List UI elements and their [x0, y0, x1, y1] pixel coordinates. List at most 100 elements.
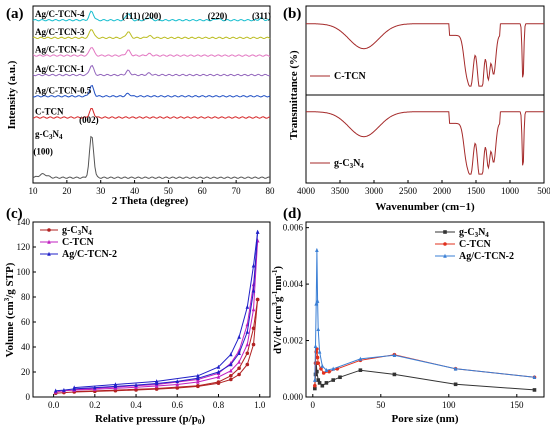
panel-a-xtick-label: 30 [96, 186, 106, 196]
panel-a-xticks: 10 20 30 40 50 60 70 80 [29, 180, 276, 196]
panel-a-annotation: (002) [79, 115, 99, 125]
panel-a-series-ag-c-tcn-1-curve [32, 64, 271, 77]
panel-d-series-ag-c-tcn-2-marker [453, 366, 458, 371]
panel-c-series-ag-c-tcn-2-marker [134, 382, 138, 387]
panel-b-ylabel: Transmittance (%) [288, 50, 300, 140]
panel-d-series-c-tcn-marker [315, 355, 320, 360]
panel-c-series-g-c3n4-desorption-curve [74, 299, 259, 393]
panel-c-ytick-label: 140 [17, 217, 31, 227]
panel-c-legend-g-c3n4: g-C3N4 [62, 225, 92, 237]
panel-a-xtick-label: 60 [198, 186, 208, 196]
panel-a-annotations: (111) (200) (220) (311) (002) (100) [33, 11, 271, 157]
panel-c-series-g-c3n4-marker [229, 373, 233, 378]
panel-b-xtick-label: 2000 [433, 186, 452, 196]
panel-a-curves: Ag/C-TCN-4 Ag/C-TCN-3 Ag/C-TCN-2 Ag/C-TCN-1… [32, 9, 271, 179]
panel-a-frame [32, 5, 271, 184]
panel-d-series-g-c3n4-marker [317, 381, 322, 385]
panel-a-xtick-label: 80 [266, 186, 276, 196]
panel-b-xtick-label: 500 [537, 186, 550, 196]
panel-c-series-ag-c-tcn-2-marker [154, 379, 159, 384]
panel-c-series-g-c3n4-marker [245, 362, 250, 367]
panel-d-series-g-c3n4-marker [313, 386, 317, 391]
panel-c-series-ag-c-tcn-2-marker [113, 382, 118, 387]
panel-c-series-g-c3n4-marker [237, 366, 241, 371]
panel-b-series-g-c3n4-curve [306, 111, 544, 175]
panel-d-ticks: 0 50 100 150 0.000 0.002 0.004 0.006 [283, 223, 524, 410]
panel-d-legend-marker [443, 242, 447, 246]
panel-c-xtick-label: 0.4 [130, 400, 142, 410]
panel-c-series-c-tcn-marker [245, 342, 250, 347]
panel-d-legend-g-c3n4: g-C3N4 [459, 227, 489, 239]
panel-c-ytick-label: 100 [17, 267, 31, 277]
panel-d-series-c-tcn-marker [313, 383, 317, 388]
panel-a-xtick-label: 40 [130, 186, 140, 196]
panel-c-ytick-label: 120 [17, 242, 31, 252]
panel-d-ytick-label: 0.004 [283, 279, 304, 289]
panel-d-series-g-c3n4-marker [392, 372, 397, 377]
panel-c-xlabel: Relative pressure (p/p0) [95, 413, 205, 426]
panel-d-legend-c-tcn: C-TCN [459, 239, 491, 250]
panel-c-series-ag-c-tcn-2-marker [53, 388, 58, 393]
panel-d-series-g-c3n4-marker [358, 368, 363, 372]
panel-d-series-ag-c-tcn-2-marker [317, 349, 322, 354]
panel-d-xtick-label: 50 [376, 400, 386, 410]
panel-d-series-ag-c-tcn-2-marker [320, 363, 325, 368]
panel-d-legend-ag-c-tcn-2: Ag/C-TCN-2 [459, 251, 514, 262]
panel-a-xtick-label: 20 [62, 186, 72, 196]
panel-a-annotation: (100) [33, 147, 53, 157]
panel-d-series-g-c3n4-marker [316, 378, 321, 382]
panel-b-xticks: 4000 3500 3000 2500 2000 1500 1000 500 [297, 180, 550, 196]
panel-c-series-c-tcn-marker [196, 379, 200, 384]
panel-a-series-ag-c-tcn-3-label: Ag/C-TCN-3 [35, 27, 85, 37]
panel-c-series-c-tcn-marker [216, 374, 221, 379]
panel-a-series-ag-c-tcn-0-5-curve [32, 84, 271, 98]
panel-d-curves [313, 247, 537, 392]
panel-c-frame [32, 221, 271, 398]
panel-c-isotherm: (c) Relative pressure (p/p0) Volume (cm3… [3, 206, 271, 426]
panel-c-series-ag-c-tcn-2-marker [93, 385, 97, 390]
panel-c-legend-marker [47, 228, 51, 232]
panel-c-legend-c-tcn: C-TCN [62, 237, 94, 248]
panel-c-series-g-c3n4-marker [245, 351, 250, 356]
panel-c-series-g-c3n4-marker [251, 342, 256, 347]
panel-d-xlabel: Pore size (nm) [392, 413, 459, 425]
panel-c-series-c-tcn-marker [237, 359, 241, 364]
panel-c-series-ag-c-tcn-2-marker [237, 350, 241, 356]
panel-a-xlabel: 2 Theta (degree) [112, 195, 189, 207]
panel-c-legend-ag-c-tcn-2: Ag/C-TCN-2 [62, 249, 117, 260]
panel-c-xtick-label: 0.2 [89, 400, 100, 410]
panel-c-ytick-label: 60 [21, 317, 31, 327]
panel-d-pore-size: (d) Pore size (nm) dV/dr (cm3g-1nm-1) 0 5… [271, 206, 545, 425]
panel-b-xtick-label: 1000 [501, 186, 520, 196]
panel-b-xtick-label: 3000 [365, 186, 384, 196]
panel-d-series-ag-c-tcn-2-marker [532, 374, 537, 380]
panel-d-series-ag-c-tcn-2-marker [331, 366, 335, 371]
panel-a-series-g-c3n4-curve [32, 135, 271, 179]
panel-c-series-ag-c-tcn-2-marker [72, 385, 77, 390]
panel-d-series-g-c3n4-marker [320, 383, 325, 388]
panel-c-legend-marker [47, 251, 51, 256]
panel-d-series-ag-c-tcn-2-marker [358, 356, 363, 361]
panel-a-series-ag-c-tcn-2-label: Ag/C-TCN-2 [35, 45, 85, 55]
panel-a-series-ag-c-tcn-3-curve [32, 28, 271, 40]
panel-c-series-ag-c-tcn-2-marker [62, 387, 66, 392]
panel-d-ylabel: dV/dr (cm3g-1nm-1) [271, 266, 284, 354]
panel-d-series-ag-c-tcn-2-marker [314, 301, 318, 306]
panel-c-series-g-c3n4-marker [196, 383, 200, 388]
panel-d-xtick-label: 150 [510, 400, 524, 410]
panel-d-frame [305, 221, 545, 398]
panel-c-series-ag-c-tcn-2-marker [196, 375, 200, 381]
panel-b-xlabel: Wavenumber (cm−1) [375, 201, 475, 213]
panel-c-series-ag-c-tcn-2-marker [175, 379, 180, 384]
panel-a-annotation: (220) [208, 11, 228, 21]
panel-c-series-g-c3n4-marker [216, 380, 221, 384]
panel-c-xtick-label: 0.0 [48, 400, 60, 410]
panel-d-series-ag-c-tcn-2-marker [316, 326, 321, 332]
panel-c-series-ag-c-tcn-2-marker [245, 304, 250, 309]
panel-a-xtick-label: 10 [29, 186, 39, 196]
panel-d-series-ag-c-tcn-2-marker [315, 247, 319, 253]
panel-a-xtick-label: 50 [164, 186, 174, 196]
